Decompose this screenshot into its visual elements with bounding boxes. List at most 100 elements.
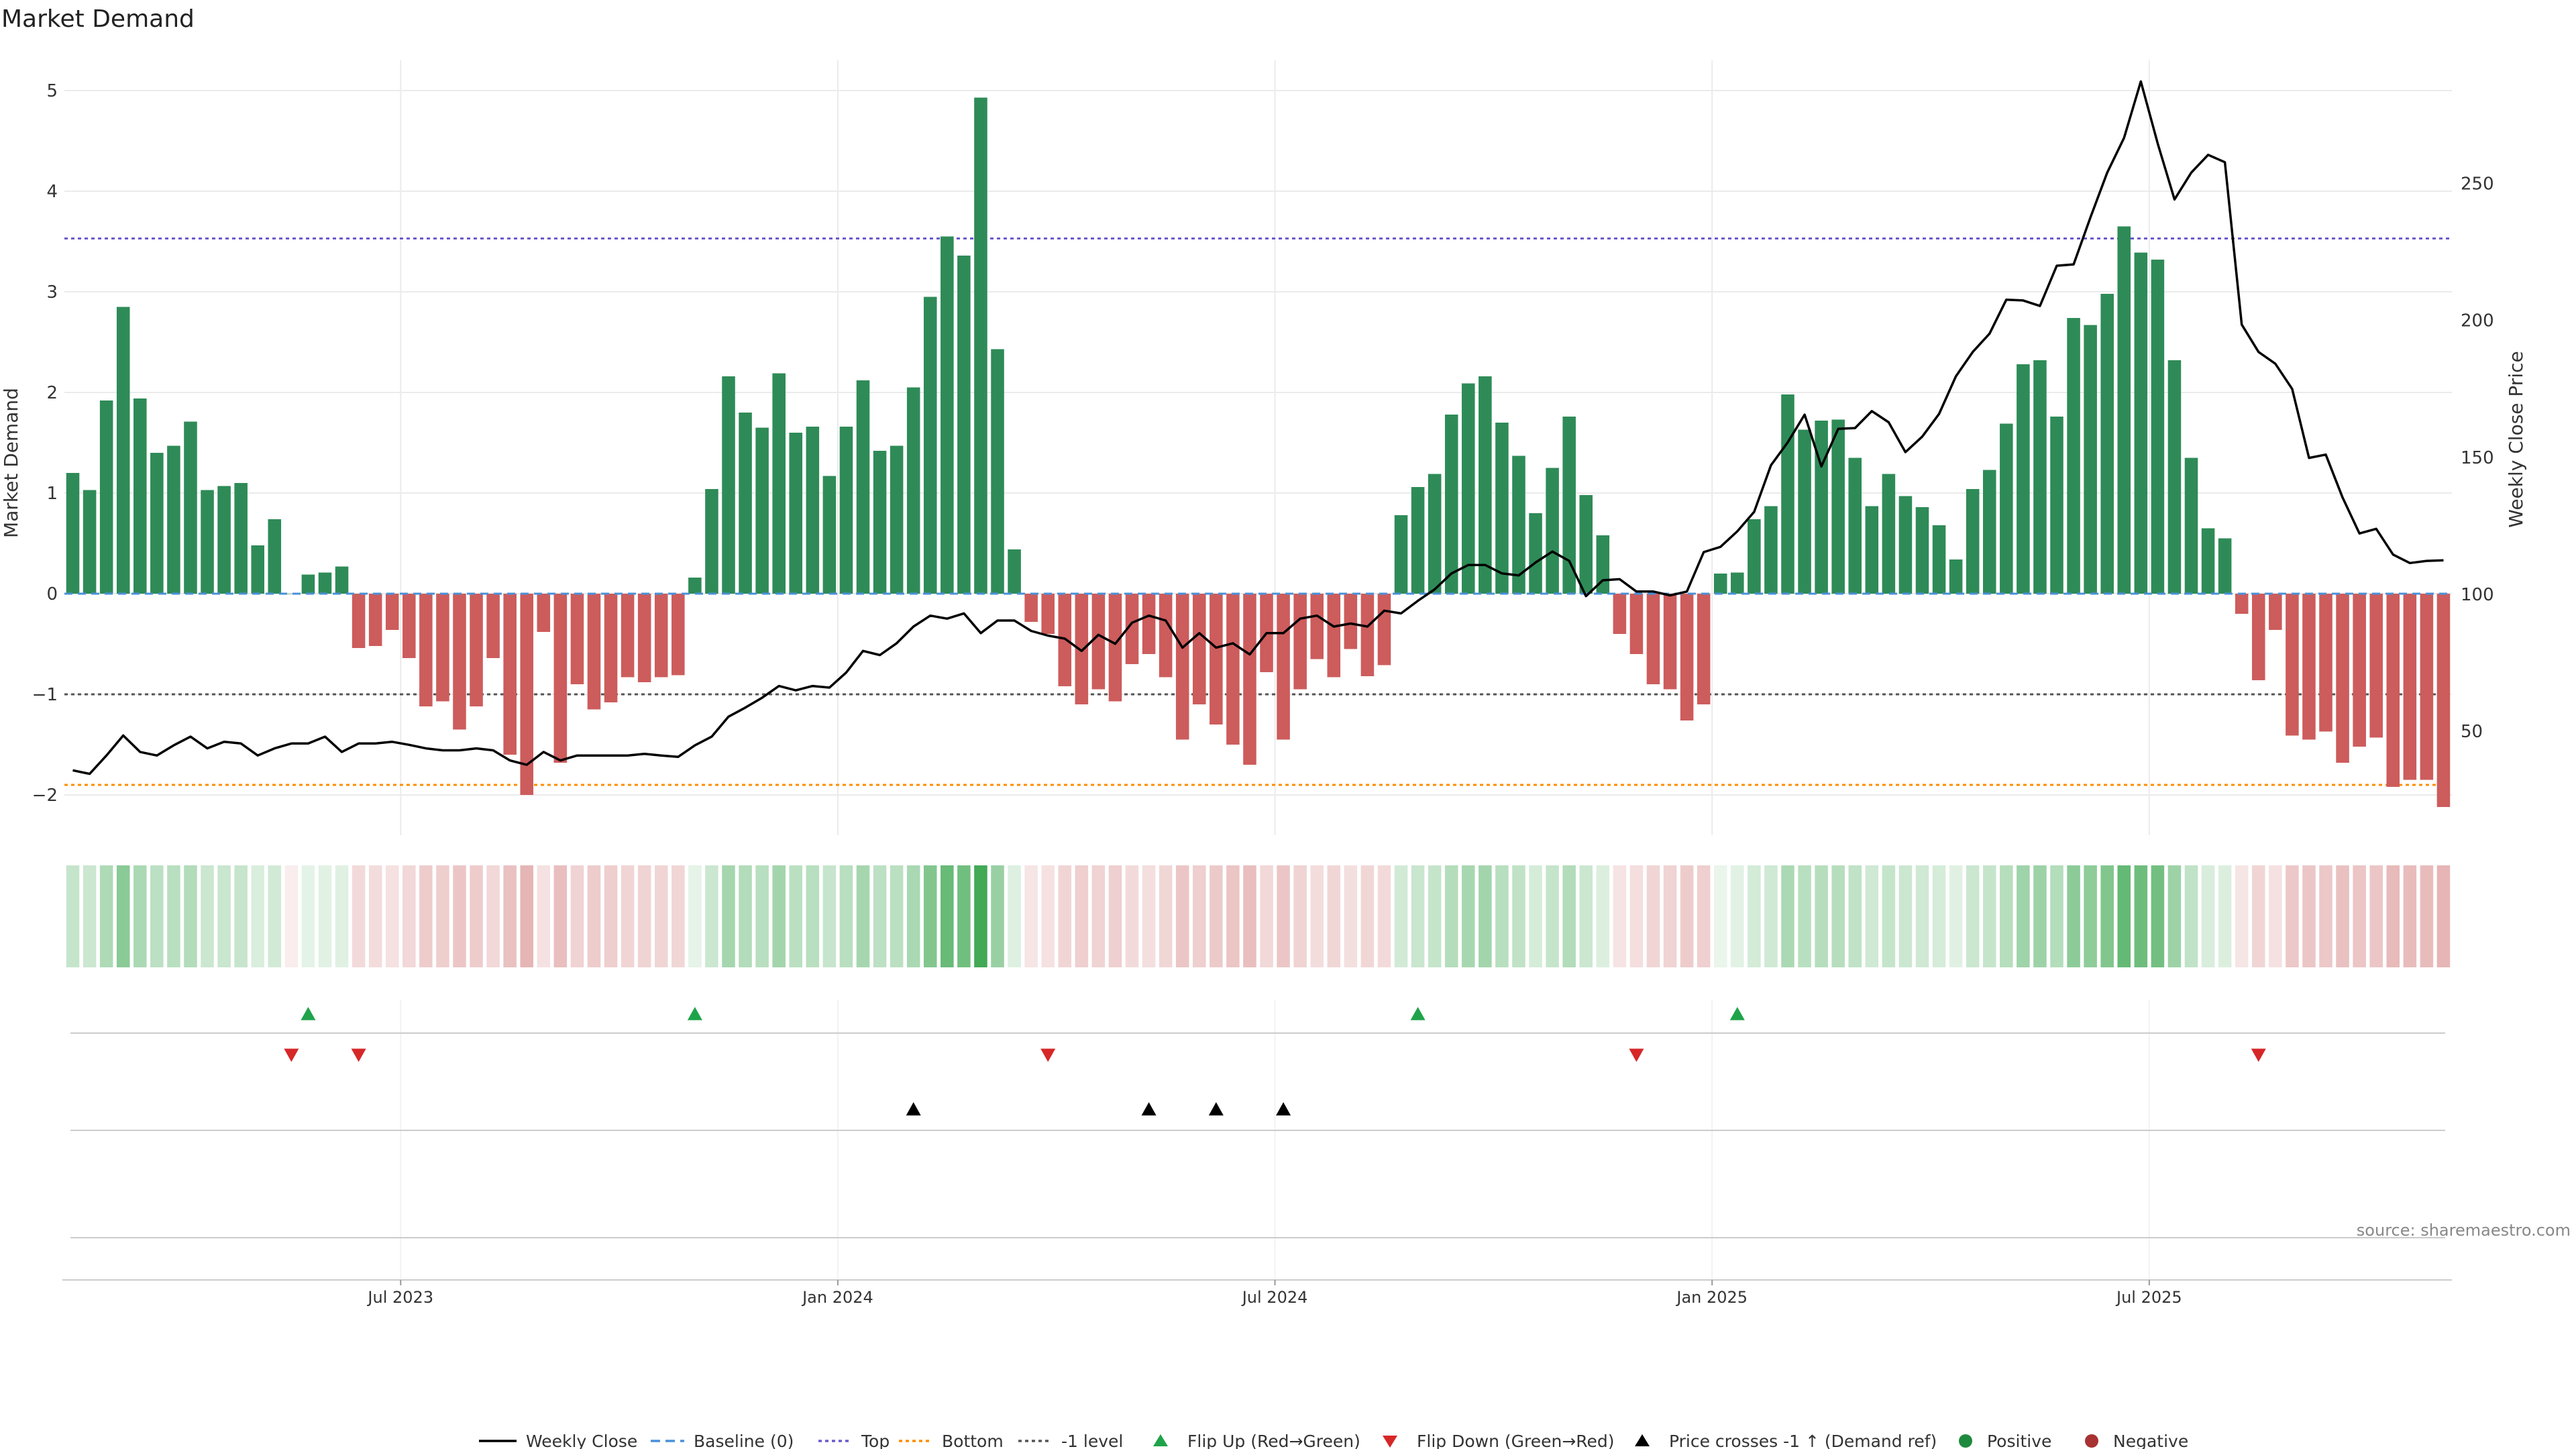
demand-bar: [1680, 594, 1694, 720]
heat-cell: [1697, 865, 1711, 967]
demand-bars: [64, 97, 2452, 807]
demand-bar: [201, 490, 214, 594]
demand-bar: [1360, 594, 1375, 676]
heat-cell: [1680, 865, 1694, 967]
demand-bar: [2235, 594, 2249, 614]
demand-bar: [1293, 594, 1307, 690]
demand-bar: [722, 376, 735, 594]
heat-cell: [1781, 865, 1794, 967]
demand-bar: [991, 349, 1004, 594]
demand-bar: [1798, 429, 1811, 594]
heat-cell: [1579, 865, 1593, 967]
price-cross-marker: [906, 1102, 921, 1116]
demand-bar: [873, 451, 887, 594]
demand-bar: [2436, 594, 2451, 807]
heat-cell: [2403, 865, 2417, 967]
demand-bar: [150, 453, 164, 594]
signal-markers: [62, 1007, 2452, 1281]
heat-cell: [1798, 865, 1811, 967]
legend-label: Flip Down (Green→Red): [1417, 1432, 1615, 1449]
price-cross-marker: [1276, 1102, 1291, 1116]
demand-axis: 5 4 3 2 1 0 −1 −2: [32, 81, 58, 806]
demand-bar: [1411, 487, 1425, 594]
demand-bar: [587, 594, 601, 710]
demand-bar: [66, 473, 80, 594]
heat-cell: [1898, 865, 1913, 967]
heat-cell: [1831, 865, 1845, 967]
demand-bar: [453, 594, 466, 730]
demand-bar: [1629, 594, 1644, 654]
demand-bar: [2100, 294, 2114, 594]
heat-cell: [688, 865, 702, 967]
price-cross-marker: [1208, 1102, 1224, 1116]
demand-bar: [268, 519, 282, 594]
demand-bar: [890, 445, 904, 594]
heat-cell: [167, 865, 180, 967]
demand-bar: [1579, 495, 1593, 594]
heat-cell: [2218, 865, 2232, 967]
demand-bar: [1915, 507, 1929, 594]
demand-bar: [2067, 318, 2080, 594]
demand-bar: [941, 236, 954, 594]
demand-bar: [856, 380, 870, 594]
demand-bar: [2184, 458, 2198, 594]
demand-bar: [503, 594, 517, 755]
heat-cell: [150, 865, 164, 967]
flip-down-marker: [1629, 1049, 1644, 1062]
y-tick-label: 0: [46, 584, 58, 604]
demand-bar: [1428, 474, 1442, 594]
heat-cell: [1243, 865, 1256, 967]
demand-bar: [957, 256, 971, 594]
heat-cell: [890, 865, 904, 967]
heat-cell: [2084, 865, 2097, 967]
y-tick-label: 4: [46, 182, 58, 202]
heat-cell: [1495, 865, 1509, 967]
demand-bar: [822, 476, 837, 594]
demand-bar: [2403, 594, 2417, 780]
demand-bar: [1831, 419, 1845, 594]
demand-bar: [402, 594, 416, 658]
demand-bar: [1546, 468, 1559, 594]
heat-cell: [2117, 865, 2131, 967]
heat-cell: [2067, 865, 2080, 967]
demand-bar: [2084, 325, 2097, 594]
heat-cell: [1260, 865, 1273, 967]
legend-label: Price crosses -1 ↑ (Demand ref): [1669, 1432, 1937, 1449]
heat-cell: [1175, 865, 1189, 967]
demand-bar: [368, 594, 382, 646]
flip-up-marker: [1729, 1007, 1745, 1020]
demand-bar: [83, 490, 97, 594]
demand-bar: [1479, 376, 1492, 594]
heat-cell: [2167, 865, 2182, 967]
flip-up-marker: [1410, 1007, 1426, 1020]
heat-cell: [1125, 865, 1139, 967]
demand-bar: [923, 297, 937, 594]
y-tick-label: 2: [46, 383, 58, 403]
heat-cell: [856, 865, 870, 967]
x-tick-label: Jul 2023: [366, 1288, 433, 1307]
heat-cell: [2201, 865, 2215, 967]
demand-bar: [1041, 594, 1055, 634]
demand-bar: [133, 398, 147, 594]
heat-cell: [722, 865, 735, 967]
heat-cell: [1462, 865, 1475, 967]
legend-label: Weekly Close: [526, 1432, 637, 1449]
legend-swatch-cross: [1635, 1434, 1650, 1446]
heat-cell: [1882, 865, 1896, 967]
demand-bar: [1764, 506, 1778, 594]
heat-cell: [739, 865, 752, 967]
demand-bar: [806, 427, 820, 594]
heat-cell: [2353, 865, 2366, 967]
heat-cell: [503, 865, 517, 967]
y2-tick-label: 50: [2461, 722, 2483, 742]
price-cross-marker: [1141, 1102, 1157, 1116]
demand-bar: [1277, 594, 1290, 740]
heat-cell: [1966, 865, 1980, 967]
x-axis: Jul 2023 Jan 2024 Jul 2024 Jan 2025 Jul 2025: [366, 1280, 2182, 1307]
heat-cell: [1091, 865, 1106, 967]
legend-swatch-negative: [2085, 1434, 2098, 1448]
demand-bar: [1966, 489, 1980, 594]
demand-bar: [520, 594, 534, 795]
heat-cell: [553, 865, 568, 967]
heat-cell: [672, 865, 685, 967]
